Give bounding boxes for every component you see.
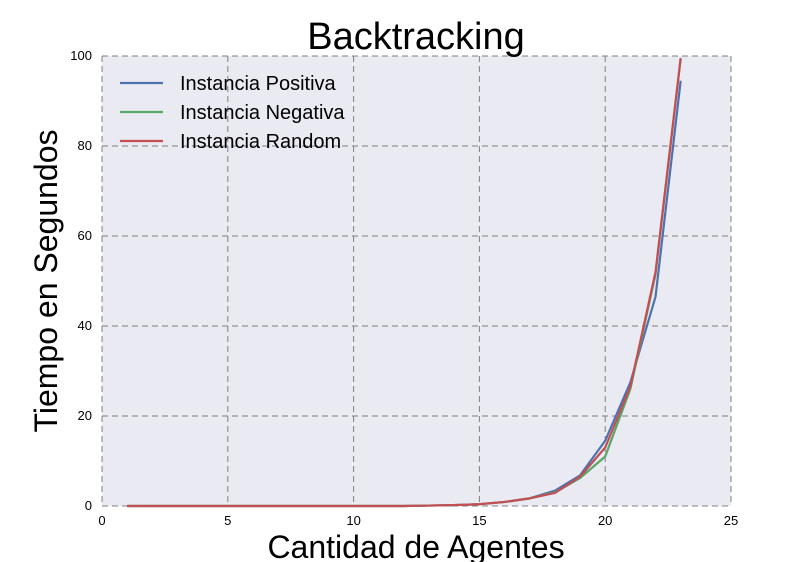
y-tick-label: 100 bbox=[70, 48, 92, 63]
y-tick-label: 20 bbox=[78, 408, 92, 423]
series-line-3 bbox=[127, 58, 682, 508]
y-tick-label: 0 bbox=[85, 498, 92, 513]
x-tick-label: 0 bbox=[98, 513, 105, 528]
y-tick-label: 60 bbox=[78, 228, 92, 243]
y-tick-label: 80 bbox=[78, 138, 92, 153]
x-tick-label: 15 bbox=[472, 513, 486, 528]
x-tick-labels: 0 5 10 15 20 25 bbox=[98, 513, 738, 528]
x-axis-title: Cantidad de Agentes bbox=[267, 529, 564, 562]
y-tick-label: 40 bbox=[78, 318, 92, 333]
x-tick-label: 10 bbox=[346, 513, 360, 528]
legend: Instancia Positiva Instancia Negativa Inst… bbox=[120, 73, 345, 153]
plot-area bbox=[102, 56, 731, 506]
legend-label: Instancia Negativa bbox=[180, 102, 345, 124]
legend-label: Instancia Random bbox=[180, 131, 341, 153]
series-lines bbox=[127, 58, 682, 508]
x-tick-label: 25 bbox=[724, 513, 738, 528]
y-axis-title: Tiempo en Segundos bbox=[28, 129, 64, 432]
x-tick-label: 20 bbox=[598, 513, 612, 528]
y-tick-labels: 0 20 40 60 80 100 bbox=[70, 48, 92, 513]
legend-label: Instancia Positiva bbox=[180, 73, 337, 95]
x-tick-label: 5 bbox=[224, 513, 231, 528]
chart-title: Backtracking bbox=[307, 16, 525, 58]
